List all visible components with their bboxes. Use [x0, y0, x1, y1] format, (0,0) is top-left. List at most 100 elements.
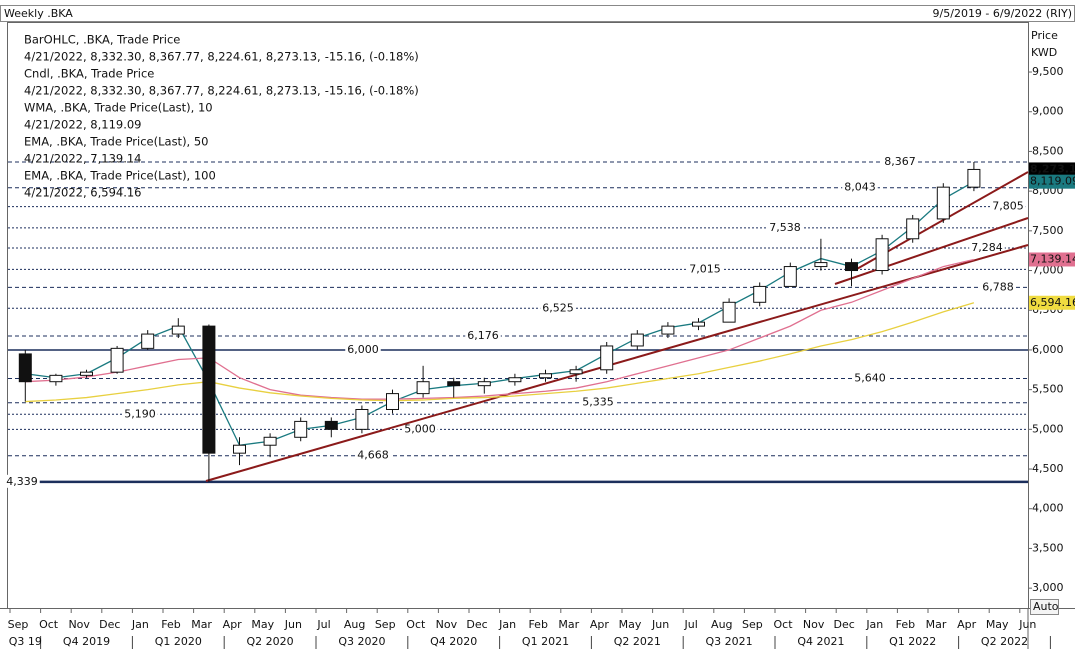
candle-body	[600, 345, 614, 371]
close-tag: 8,273.13	[1030, 162, 1075, 175]
level-label-bg	[580, 395, 616, 409]
x-tick-label: Jan	[865, 618, 883, 631]
candle-body	[906, 218, 920, 240]
quarter-label: Q4 2019	[63, 635, 110, 648]
close-tag-bg	[1029, 162, 1075, 177]
trend-line	[205, 244, 1029, 482]
level-label: 6,525	[542, 301, 574, 314]
y-tick-label: 8,500	[1032, 144, 1064, 157]
candle-body	[294, 420, 308, 438]
candle-body	[233, 444, 246, 454]
level-label: 8,367	[884, 155, 916, 168]
level-label: 7,805	[992, 200, 1024, 213]
candle-body	[263, 436, 277, 446]
quarter-label: Q2 2021	[614, 635, 661, 648]
candle-body	[630, 333, 644, 347]
x-tick-label: Sep	[8, 618, 29, 631]
y-axis-unit: KWD	[1031, 46, 1057, 59]
candle-body	[753, 285, 767, 303]
ma-tag-bg	[1029, 295, 1075, 310]
y-tick-label: 7,000	[1032, 264, 1064, 277]
x-tick-label: Apr	[957, 618, 977, 631]
candle-body	[49, 374, 63, 383]
x-tick-label: Nov	[68, 618, 90, 631]
quarter-label: Q1 2022	[889, 635, 936, 648]
y-tick-label: 5,500	[1032, 383, 1064, 396]
legend-change: -15.16, (-0.18%)	[325, 84, 419, 98]
level-label: 4,339	[6, 475, 38, 488]
level-label: 7,015	[689, 262, 721, 275]
x-tick-label: May	[251, 618, 274, 631]
level-label: 6,176	[467, 329, 499, 342]
y-tick-label: 5,000	[1032, 422, 1064, 435]
candle-body	[477, 381, 491, 387]
candle-body	[539, 373, 552, 379]
y-tick-label: 7,500	[1032, 224, 1064, 237]
scale-button[interactable]	[1030, 599, 1059, 615]
x-tick-label: May	[986, 618, 1009, 631]
candle-body	[967, 168, 981, 188]
quarter-label: Q2 2020	[247, 635, 294, 648]
candle-body	[569, 369, 583, 375]
candle-body	[936, 186, 950, 220]
trend-line	[834, 217, 1029, 285]
ma-tag: 7,139.14	[1030, 252, 1075, 265]
candle-body	[416, 381, 430, 395]
candle-body	[875, 238, 889, 272]
level-label-bg	[767, 220, 803, 234]
x-tick-label: Nov	[436, 618, 458, 631]
quarter-label: Q3 2021	[706, 635, 753, 648]
x-tick-label: May	[619, 618, 642, 631]
level-label-bg	[345, 342, 381, 356]
legend-name: WMA, .BKA, Trade Price(Last), 10	[24, 101, 213, 115]
level-label: 7,284	[971, 241, 1003, 254]
level-label-bg	[842, 180, 878, 194]
x-tick-label: Apr	[590, 618, 610, 631]
x-tick-label: Sep	[375, 618, 396, 631]
level-label: 6,788	[982, 280, 1014, 293]
x-tick-label: Feb	[896, 618, 915, 631]
y-tick-label: 3,000	[1032, 581, 1064, 594]
candle-body	[845, 262, 858, 272]
quarter-label: Q4 2021	[797, 635, 844, 648]
candle-body	[171, 325, 185, 335]
title-bar	[0, 5, 1075, 22]
candle-body	[141, 333, 155, 349]
candle-body	[355, 408, 369, 430]
ma-tag-bg	[1029, 174, 1075, 189]
ma-line	[25, 258, 975, 400]
level-label: 5,190	[124, 407, 156, 420]
scale-mode[interactable]: Auto	[1033, 600, 1059, 613]
level-label-bg	[882, 154, 918, 168]
level-label-bg	[852, 371, 888, 385]
legend-values: 4/21/2022, 8,332.30, 8,367.77, 8,224.61,…	[24, 84, 321, 98]
x-tick-label: Oct	[773, 618, 793, 631]
candle-body	[80, 371, 93, 376]
legend-values: 4/21/2022, 6,594.16	[24, 186, 142, 200]
chart-title: Weekly .BKA	[4, 7, 73, 20]
x-tick-label: Mar	[558, 618, 579, 631]
x-tick-label: Jul	[316, 618, 330, 631]
legend-name: Cndl, .BKA, Trade Price	[24, 67, 154, 81]
level-label-bg	[540, 301, 576, 315]
quarter-label: Q1 2021	[522, 635, 569, 648]
quarter-label: Q1 2020	[155, 635, 202, 648]
y-tick-label: 4,500	[1032, 462, 1064, 475]
candle-body	[110, 347, 124, 373]
x-tick-label: Apr	[223, 618, 243, 631]
level-label-bg	[355, 448, 391, 462]
candle-body	[722, 301, 736, 323]
x-tick-label: Nov	[803, 618, 825, 631]
level-label: 6,000	[347, 343, 379, 356]
ma-tag: 8,119.09	[1030, 175, 1075, 188]
legend-values: 4/21/2022, 7,139.14	[24, 152, 142, 166]
legend-values: 4/21/2022, 8,332.30, 8,367.77, 8,224.61,…	[24, 50, 321, 64]
level-label: 8,043	[844, 181, 876, 194]
y-tick-label: 4,000	[1032, 502, 1064, 515]
x-tick-label: Dec	[99, 618, 120, 631]
y-tick-label: 3,500	[1032, 541, 1064, 554]
legend-change: -15.16, (-0.18%)	[325, 50, 419, 64]
x-tick-label: Oct	[406, 618, 426, 631]
